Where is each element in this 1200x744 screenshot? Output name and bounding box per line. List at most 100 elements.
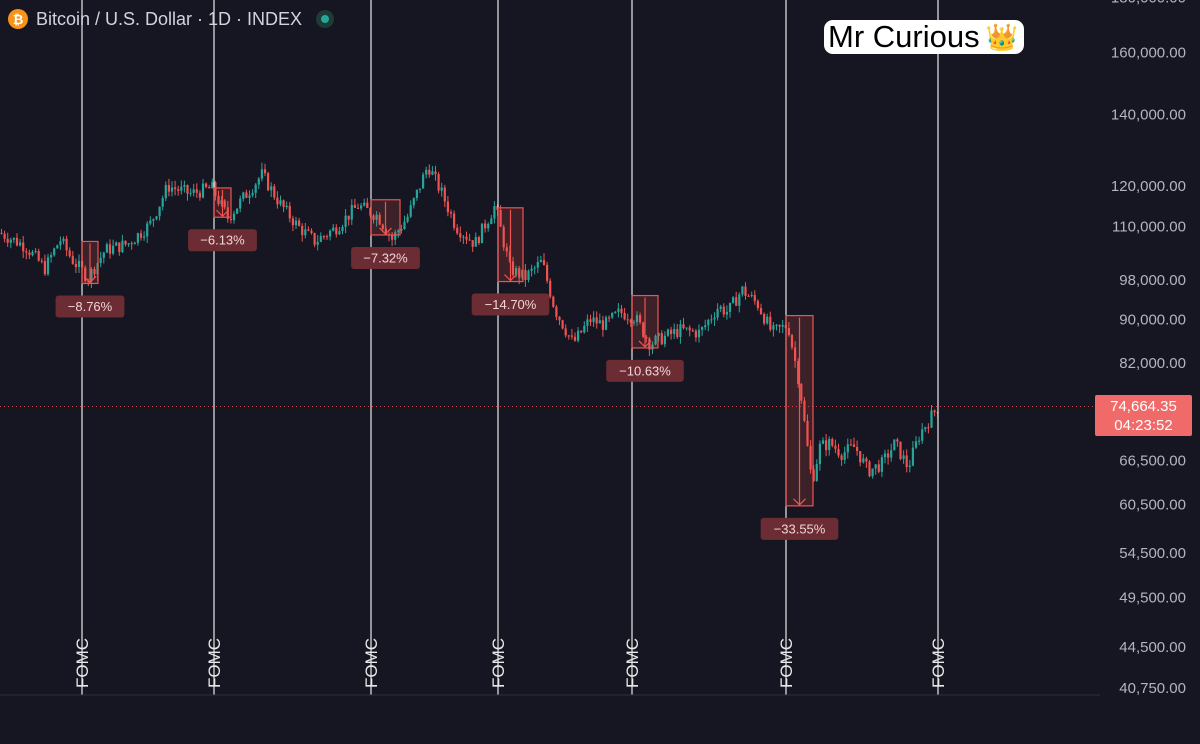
candle [639,312,642,325]
candle [725,305,728,320]
candle-body [654,335,657,345]
candle-body [236,208,239,214]
candle-body [921,429,924,441]
candle [735,291,738,306]
candle [40,258,43,264]
candle [511,256,515,277]
candle-body [254,184,257,193]
candle-body [316,241,319,245]
candle-body [595,317,598,324]
candle [471,240,474,252]
candle [790,333,794,350]
candle [493,201,496,224]
candle-body [701,327,704,330]
candle [195,183,198,198]
candle [583,321,586,334]
candle [856,440,859,456]
candle [499,205,502,227]
candle-body [50,255,53,258]
drawdown-percent-text: −7.32% [363,250,408,265]
candle [46,254,50,276]
candle-body [257,178,260,185]
candle-body [741,286,744,295]
candle-body [9,239,12,243]
candle-body [201,183,205,198]
fomc-event: FOMC −8.76% [55,0,125,695]
price-axis[interactable]: 180,000.00 160,000.00 140,000.00 120,000.00… [1111,0,1186,697]
candle [645,334,648,343]
candle-body [794,347,797,362]
candle [59,236,62,250]
candle [821,437,825,445]
candle-body [666,329,670,336]
candle-body [688,327,691,331]
candle-body [74,263,77,267]
live-status-dot-icon [316,10,335,28]
candle-body [267,173,270,191]
last-price-tag: 74,664.35 04:23:52 [1095,395,1192,436]
candle-body [828,438,831,451]
candle [490,215,493,225]
candle [443,184,446,208]
candle-body [728,302,732,312]
candle-body [570,335,573,337]
candle-body [198,192,201,198]
candle [180,180,183,195]
candle-body [208,187,211,189]
candle-body [914,441,918,448]
candle-body [527,270,530,280]
candle [815,459,818,482]
candle [239,195,242,213]
candle-body [189,192,192,194]
candle-body [220,200,223,204]
candle-body [121,240,124,253]
candle-body [3,233,6,239]
fomc-label: FOMC [489,638,508,688]
candle-body [214,182,217,196]
candle [707,318,710,332]
candle-body [911,447,914,466]
candle-body [623,312,626,320]
candle [93,266,96,279]
candle [174,180,177,196]
symbol-title[interactable]: Bitcoin / U.S. Dollar · 1D · INDEX [36,8,303,29]
candle [781,320,784,334]
candle [329,229,332,241]
candle-body [604,317,608,330]
candle-body [834,445,837,449]
candle-body [158,206,161,217]
candle-body [425,169,428,175]
candle-body [353,205,356,208]
fomc-label: FOMC [777,638,796,688]
candle [564,324,567,338]
candle [756,299,759,311]
candle [158,206,161,221]
candle [192,183,195,197]
candle [37,248,40,262]
candle-body [59,241,62,246]
candle [226,201,229,223]
candle [887,449,890,465]
candle-body [685,327,688,329]
candle [880,454,883,477]
candle [84,265,87,284]
candle-body [62,238,65,242]
candle-body [34,251,37,253]
fomc-label: FOMC [205,638,224,688]
candle-body [350,205,353,220]
candle [775,324,778,331]
candle [608,315,611,323]
drawdown-arrow-head [83,276,97,284]
price-axis-tick-label: 54,500.00 [1119,545,1186,562]
candle-body [815,464,818,481]
watermark: Mr Curious 👑 [824,20,1024,54]
candle-body [499,209,502,227]
drawdown-percent-text: −10.63% [619,363,671,378]
candle [818,440,821,471]
candle [794,341,797,368]
price-axis-tick-label: 140,000.00 [1111,106,1186,123]
candle [877,459,880,474]
candle-body [487,224,490,229]
candle [381,223,384,232]
